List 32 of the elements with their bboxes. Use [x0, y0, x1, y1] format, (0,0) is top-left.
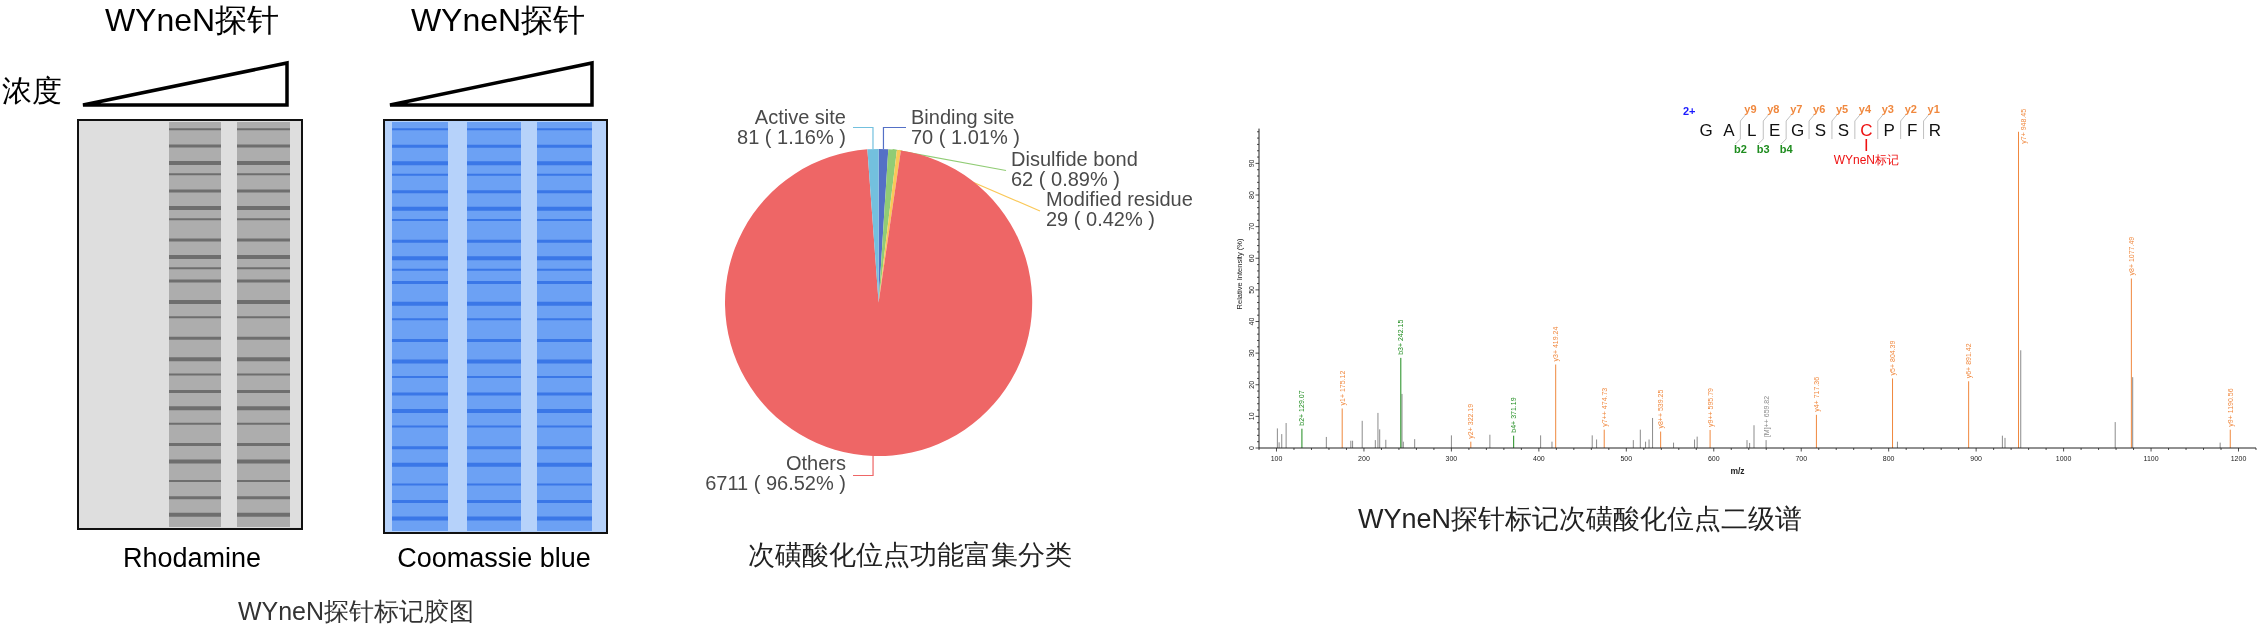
text: WYneN探针标记胶图 — [237, 597, 475, 625]
text: y2 — [1904, 102, 1917, 115]
text: 2+ — [1683, 105, 1696, 117]
slice-label: Disulfide bond — [1011, 148, 1138, 170]
text: y6 — [1813, 102, 1826, 115]
annotation: b2 — [1733, 143, 1747, 155]
text: WYneN探针 — [104, 2, 280, 38]
text: 次磺酸化位点功能富集分类 — [748, 540, 1072, 570]
slice-label: Binding site — [911, 106, 1015, 128]
text: y3 — [1881, 102, 1894, 115]
x-axis-title: m/z — [1730, 466, 1745, 476]
text: Rhodamine — [122, 543, 262, 573]
annotation: WYneN标记 — [1833, 153, 1899, 167]
data-label: 29 ( 0.42% ) — [1046, 207, 1155, 230]
data-label: 6711 ( 96.52% ) — [705, 471, 846, 494]
text: y1 — [1927, 102, 1940, 115]
slice-label: Others — [785, 452, 846, 474]
slice-label: Active site — [754, 106, 846, 128]
text: y9 — [1744, 102, 1757, 115]
text: y5 — [1835, 102, 1849, 115]
annotation: b4 — [1779, 143, 1794, 155]
text: G A L E G S S C P F R — [1699, 121, 1942, 140]
data-label: 81 ( 1.16% ) — [737, 125, 846, 148]
text: WYneN探针 — [410, 2, 586, 38]
annotation: b3 — [1756, 143, 1770, 155]
text: y4 — [1858, 102, 1872, 115]
text: y8 — [1767, 102, 1780, 115]
text: 浓度 — [2, 74, 62, 107]
text: WYneN探针标记次磺酸化位点二级谱 — [1357, 504, 1803, 534]
text: y7 — [1790, 102, 1803, 115]
data-label: 62 ( 0.89% ) — [1011, 167, 1120, 190]
text: Coomassie blue — [397, 543, 591, 573]
